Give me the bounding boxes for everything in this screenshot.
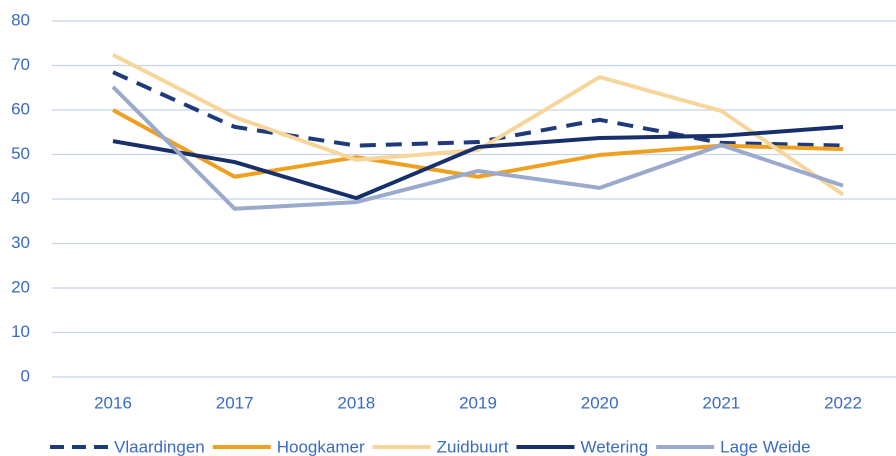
y-tick-label: 20 [11,277,30,296]
x-tick-label: 2018 [337,393,375,412]
series-line [111,85,844,211]
y-tick-label: 60 [11,99,30,118]
y-tick-label: 70 [11,55,30,74]
legend-label: Vlaardingen [114,437,205,456]
series-line [112,53,845,197]
x-tick-label: 2017 [216,393,254,412]
legend-label: Lage Weide [720,437,810,456]
y-tick-label: 80 [11,10,30,29]
x-tick-label: 2016 [94,393,132,412]
x-tick-label: 2021 [702,393,740,412]
y-tick-label: 30 [11,233,30,252]
series-line [112,124,844,201]
x-tick-label: 2022 [824,393,862,412]
y-tick-label: 40 [11,188,30,207]
series-line [112,70,844,148]
x-tick-label: 2019 [459,393,497,412]
x-tick-label: 2020 [581,393,619,412]
y-tick-label: 0 [21,366,30,385]
legend-label: Hoogkamer [277,437,365,456]
y-tick-label: 50 [11,144,30,163]
legend-label: Zuidbuurt [437,437,509,456]
y-tick-label: 10 [11,322,30,341]
legend-label: Wetering [580,437,648,456]
